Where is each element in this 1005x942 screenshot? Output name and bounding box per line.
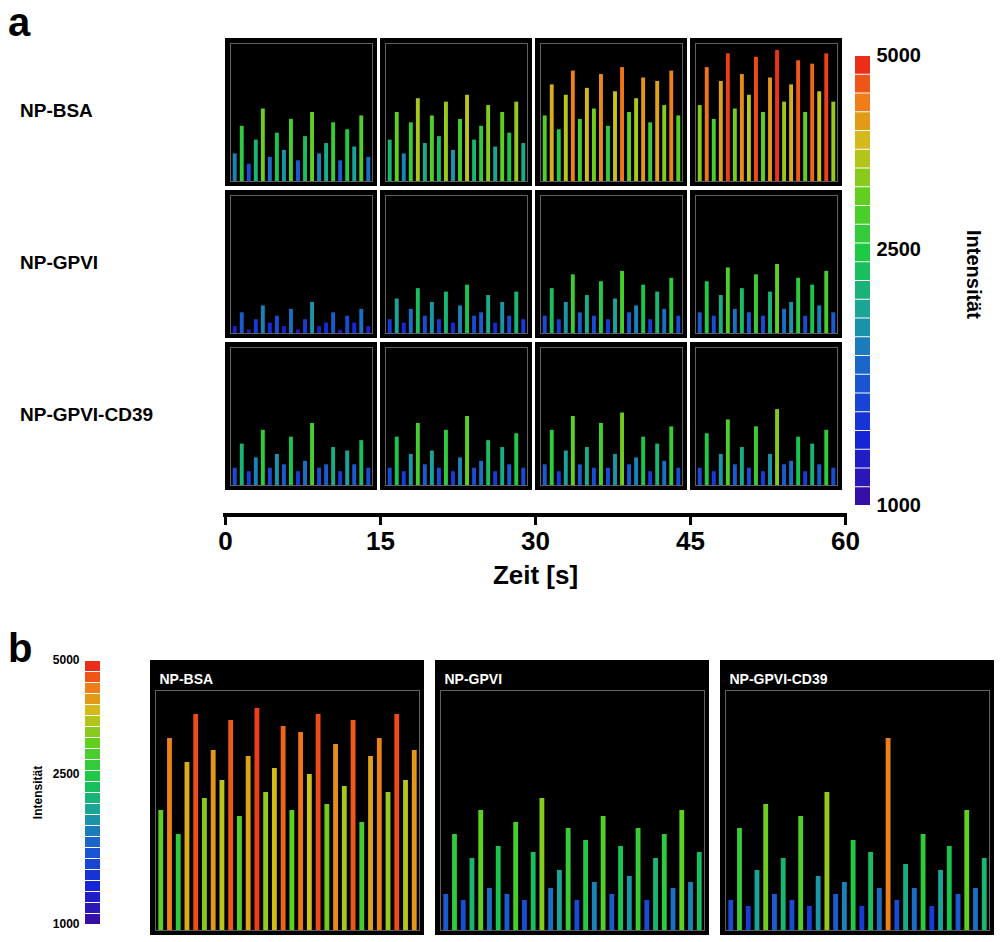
svg-text:60: 60	[831, 526, 860, 556]
svg-text:15: 15	[366, 526, 395, 556]
svg-text:NP-BSA: NP-BSA	[160, 671, 214, 687]
html-text:NP-GPVI: NP-GPVI	[20, 252, 99, 273]
svg-text:0: 0	[218, 526, 232, 556]
svg-text:NP-GPVI: NP-GPVI	[445, 671, 503, 687]
html-text:a: a	[8, 0, 31, 44]
html-text:NP-GPVI-CD39: NP-GPVI-CD39	[20, 404, 153, 425]
svg-text:45: 45	[676, 526, 705, 556]
svg-text:5000: 5000	[53, 653, 80, 667]
svg-text:2500: 2500	[877, 238, 922, 260]
svg-text:5000: 5000	[877, 44, 922, 66]
svg-text:1000: 1000	[53, 917, 80, 931]
svg-text:2500: 2500	[53, 767, 80, 781]
svg-text:1000: 1000	[877, 494, 922, 516]
html-text:NP-BSA: NP-BSA	[20, 100, 93, 121]
svg-text:Intensität: Intensität	[31, 766, 45, 819]
svg-text:Zeit [s]: Zeit [s]	[493, 560, 578, 590]
html-text:Intensität: Intensität	[963, 230, 985, 319]
html-text:b: b	[8, 626, 33, 670]
svg-text:NP-GPVI-CD39: NP-GPVI-CD39	[730, 671, 828, 687]
svg-text:30: 30	[521, 526, 550, 556]
